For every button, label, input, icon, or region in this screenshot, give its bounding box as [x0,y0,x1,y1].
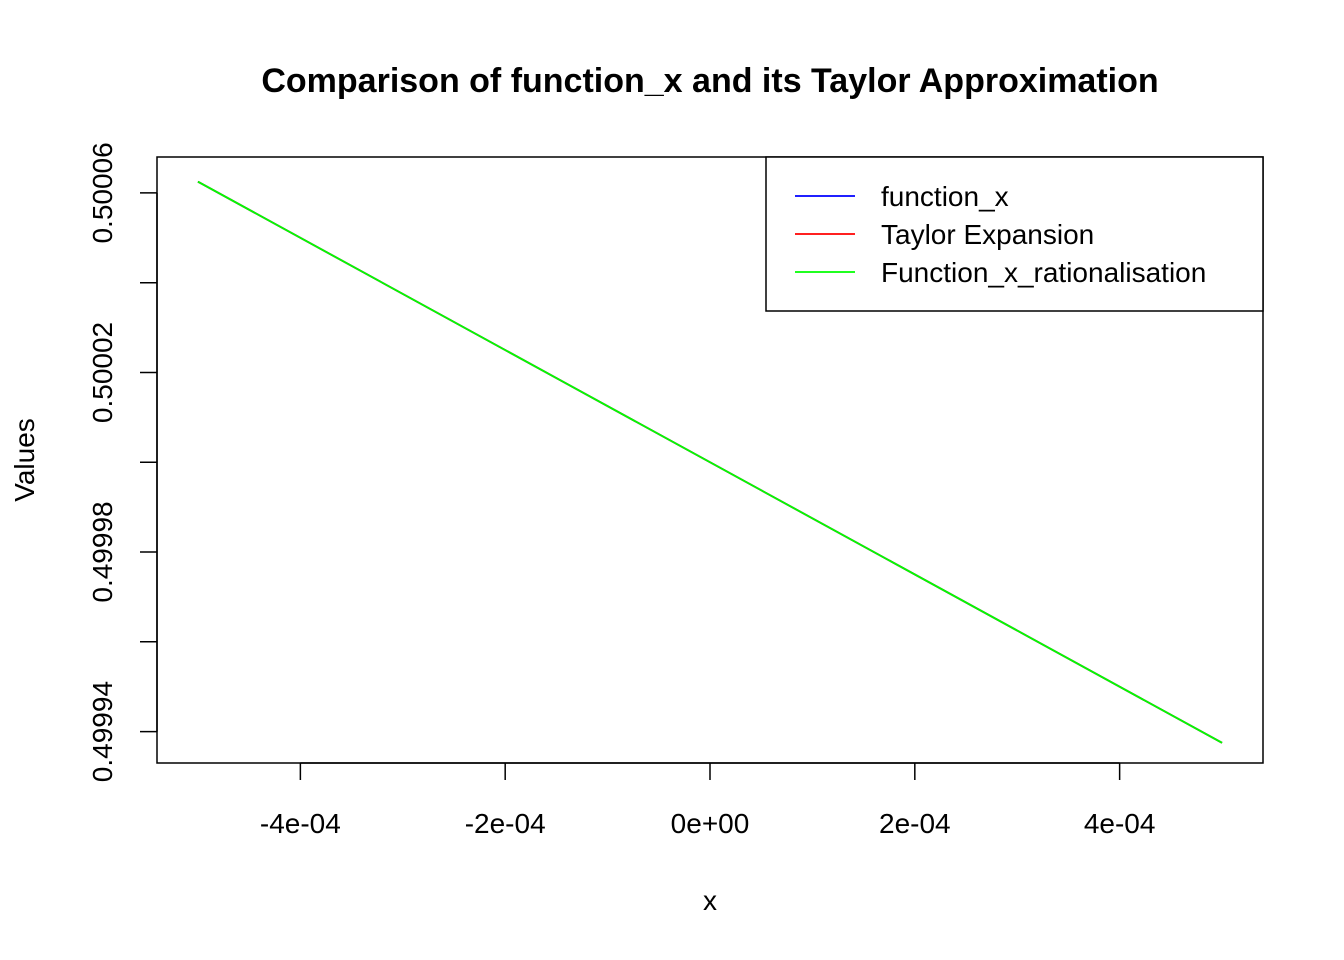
series-line-2 [197,180,1223,744]
x-axis-label: x [703,885,717,916]
series-layer [197,180,1223,744]
y-tick-label: 0.49998 [87,501,118,602]
x-tick-label: 0e+00 [671,808,750,839]
legend-label: Taylor Expansion [881,219,1094,250]
y-tick-label: 0.50006 [87,142,118,243]
legend-label: function_x [881,181,1009,212]
y-tick-label: 0.49994 [87,681,118,782]
legend: function_x Taylor Expansion Function_x_rat… [765,156,1264,312]
y-axis-label: Values [9,418,40,502]
x-tick-label: 4e-04 [1084,808,1156,839]
x-tick-label: 2e-04 [879,808,951,839]
x-axis: -4e-04 -2e-04 0e+00 2e-04 4e-04 [260,762,1156,839]
x-tick-label: -2e-04 [465,808,546,839]
y-axis: 0.49994 0.49998 0.50002 0.50006 [87,142,158,782]
chart-title: Comparison of function_x and its Taylor … [261,62,1158,100]
legend-label: Function_x_rationalisation [881,257,1206,288]
y-tick-label: 0.50002 [87,322,118,423]
x-tick-label: -4e-04 [260,808,341,839]
